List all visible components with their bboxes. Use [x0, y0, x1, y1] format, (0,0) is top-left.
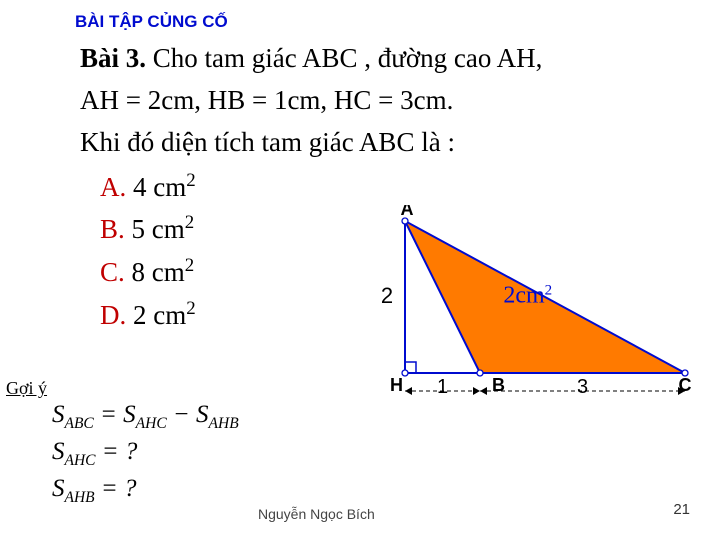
svg-text:3: 3 [577, 376, 588, 398]
problem-line2: AH = 2cm, HB = 1cm, HC = 3cm. [80, 80, 700, 122]
option-c-text: 8 cm [125, 257, 185, 287]
svg-text:C: C [679, 375, 692, 395]
footer-page: 21 [673, 501, 690, 518]
hint-label: Gợi ý [6, 378, 47, 399]
option-a-exp: 2 [186, 170, 195, 191]
option-d-text: 2 cm [126, 300, 186, 330]
hint-formulas: SABC = SAHC − SAHB SAHC = ? SAHB = ? [52, 398, 239, 509]
formula-1: SABC = SAHC − SAHB [52, 398, 239, 435]
option-d-letter: D. [100, 300, 126, 330]
problem-line1: Cho tam giác ABC , đường cao AH, [146, 43, 542, 73]
option-d-exp: 2 [186, 298, 195, 319]
problem-line3: Khi đó diện tích tam giác ABC là : [80, 122, 700, 164]
svg-text:2: 2 [381, 283, 393, 308]
option-b-letter: B. [100, 214, 125, 244]
option-b-text: 5 cm [125, 214, 185, 244]
svg-text:A: A [401, 205, 414, 219]
problem-number: Bài 3. [80, 43, 146, 73]
svg-text:H: H [390, 375, 403, 395]
svg-text:1: 1 [437, 376, 448, 398]
option-a: A. 4 cm2 [100, 166, 720, 209]
option-a-text: 4 cm [126, 172, 186, 202]
option-b-exp: 2 [185, 212, 194, 233]
option-a-letter: A. [100, 172, 126, 202]
problem-text: Bài 3. Cho tam giác ABC , đường cao AH, … [0, 32, 720, 164]
svg-text:B: B [492, 375, 505, 395]
formula-3: SAHB = ? [52, 472, 239, 509]
section-header: BÀI TẬP CỦNG CỐ [0, 0, 720, 32]
footer-author: Nguyễn Ngọc Bích [258, 506, 375, 522]
triangle-diagram: 132AHBC2cm2 [340, 205, 700, 415]
option-c-exp: 2 [185, 255, 194, 276]
option-c-letter: C. [100, 257, 125, 287]
formula-2: SAHC = ? [52, 435, 239, 472]
